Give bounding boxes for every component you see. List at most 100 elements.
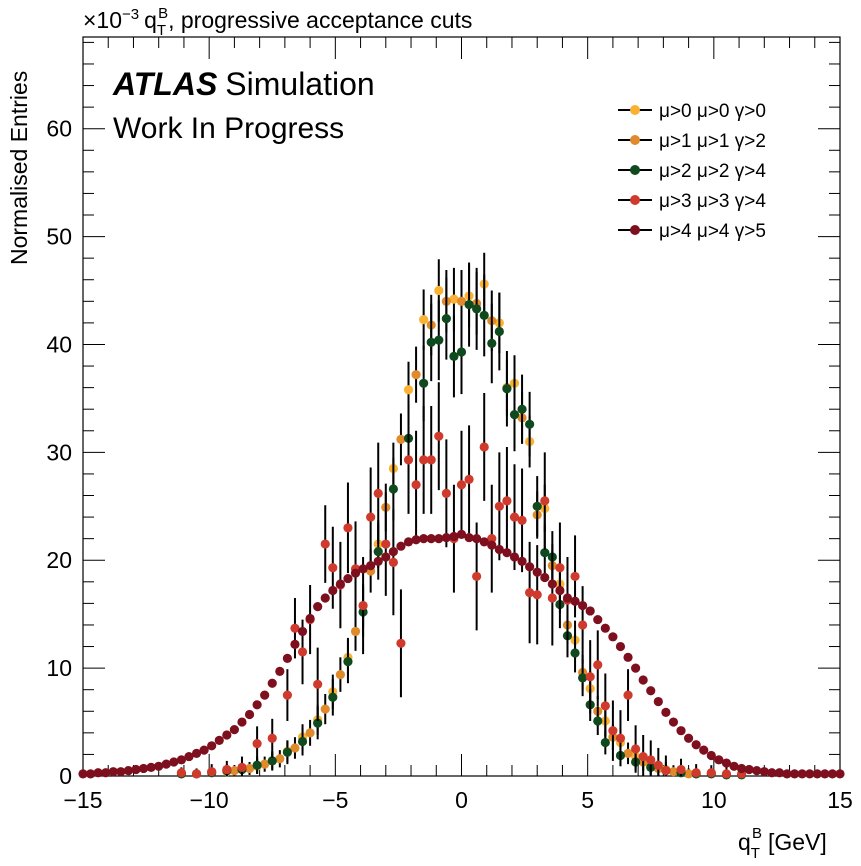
data-point bbox=[381, 539, 391, 549]
data-point bbox=[767, 768, 777, 778]
x-tick-label: −5 bbox=[322, 787, 348, 813]
data-point bbox=[812, 769, 822, 779]
data-point bbox=[267, 678, 277, 688]
legend-label: μ>3 μ>3 γ>4 bbox=[659, 191, 766, 212]
data-point bbox=[525, 587, 535, 598]
data-point bbox=[479, 537, 489, 547]
data-point bbox=[502, 496, 512, 506]
data-point bbox=[419, 534, 429, 544]
data-point bbox=[434, 534, 444, 544]
data-point bbox=[426, 534, 436, 544]
data-point bbox=[78, 769, 88, 779]
data-point bbox=[631, 744, 641, 754]
data-point bbox=[472, 304, 482, 314]
data-point bbox=[358, 600, 368, 611]
data-point bbox=[366, 561, 376, 571]
data-point bbox=[464, 474, 474, 484]
data-point bbox=[547, 593, 557, 603]
data-point bbox=[222, 764, 232, 775]
data-point bbox=[593, 660, 603, 670]
data-point bbox=[350, 626, 361, 637]
data-point bbox=[116, 767, 126, 777]
data-point bbox=[623, 748, 633, 758]
data-point bbox=[638, 675, 648, 685]
data-point bbox=[411, 535, 421, 545]
data-point bbox=[494, 544, 504, 555]
x-tick-label: 0 bbox=[455, 787, 468, 813]
chart-title: ×10−3 qTB, progressive acceptance cuts bbox=[83, 5, 472, 39]
data-point bbox=[229, 766, 239, 776]
data-point bbox=[684, 733, 694, 743]
data-point bbox=[191, 769, 202, 779]
legend-marker bbox=[630, 225, 640, 235]
data-point bbox=[403, 455, 414, 465]
data-point bbox=[449, 531, 459, 542]
data-point bbox=[502, 384, 512, 394]
data-point bbox=[509, 512, 520, 522]
data-point bbox=[305, 613, 315, 624]
data-point bbox=[176, 768, 187, 778]
data-point bbox=[653, 696, 663, 707]
data-point bbox=[752, 766, 762, 776]
legend-marker bbox=[630, 195, 640, 205]
data-point bbox=[252, 739, 262, 749]
data-point bbox=[366, 512, 376, 522]
data-point bbox=[252, 700, 262, 710]
data-point bbox=[411, 480, 421, 490]
data-point bbox=[343, 657, 353, 667]
data-point bbox=[290, 639, 300, 649]
data-point bbox=[434, 431, 444, 441]
data-point bbox=[600, 701, 610, 711]
y-tick-label: 40 bbox=[46, 331, 72, 357]
data-point bbox=[540, 548, 550, 558]
data-point bbox=[744, 764, 754, 775]
data-point bbox=[419, 315, 429, 325]
data-point bbox=[668, 767, 679, 777]
y-tick-label: 50 bbox=[46, 224, 72, 250]
data-point bbox=[434, 285, 444, 296]
data-point bbox=[615, 641, 626, 652]
data-point bbox=[184, 751, 194, 762]
data-point bbox=[388, 484, 398, 494]
legend-marker bbox=[630, 165, 640, 175]
data-point bbox=[835, 769, 845, 779]
data-point bbox=[138, 763, 149, 774]
legend-label: μ>4 μ>4 γ>5 bbox=[659, 221, 766, 242]
data-point bbox=[313, 718, 323, 728]
data-point bbox=[509, 552, 520, 562]
data-point bbox=[252, 760, 262, 770]
data-point bbox=[449, 351, 459, 361]
data-point bbox=[282, 690, 292, 700]
data-point bbox=[509, 409, 520, 420]
data-point bbox=[441, 488, 451, 498]
y-axis-title: Normalised Entries bbox=[6, 71, 32, 265]
data-point bbox=[131, 764, 141, 775]
data-point bbox=[396, 541, 406, 551]
data-point bbox=[426, 337, 436, 347]
data-point bbox=[517, 556, 527, 566]
data-point bbox=[199, 745, 209, 755]
series-4 bbox=[78, 529, 845, 779]
legend-label: μ>0 μ>0 γ>0 bbox=[659, 101, 766, 122]
data-point bbox=[207, 767, 217, 777]
data-point bbox=[419, 455, 429, 465]
data-point bbox=[449, 294, 459, 304]
data-point bbox=[214, 735, 224, 745]
data-point bbox=[721, 758, 732, 768]
data-point bbox=[759, 767, 769, 777]
data-point bbox=[411, 370, 421, 380]
x-axis-title: qTB [GeV] bbox=[738, 825, 827, 862]
data-point bbox=[608, 632, 618, 642]
y-tick-labels: 0 10 20 30 40 50 60 bbox=[46, 116, 72, 789]
legend-marker bbox=[630, 135, 640, 145]
y-tick-label: 30 bbox=[46, 439, 72, 465]
data-point bbox=[282, 747, 292, 757]
data-point bbox=[313, 679, 323, 689]
data-point bbox=[487, 540, 497, 550]
data-point bbox=[267, 756, 277, 766]
data-point bbox=[706, 750, 716, 761]
data-point bbox=[456, 296, 467, 306]
data-point bbox=[320, 539, 330, 549]
data-point bbox=[328, 563, 338, 573]
data-point bbox=[593, 716, 603, 726]
